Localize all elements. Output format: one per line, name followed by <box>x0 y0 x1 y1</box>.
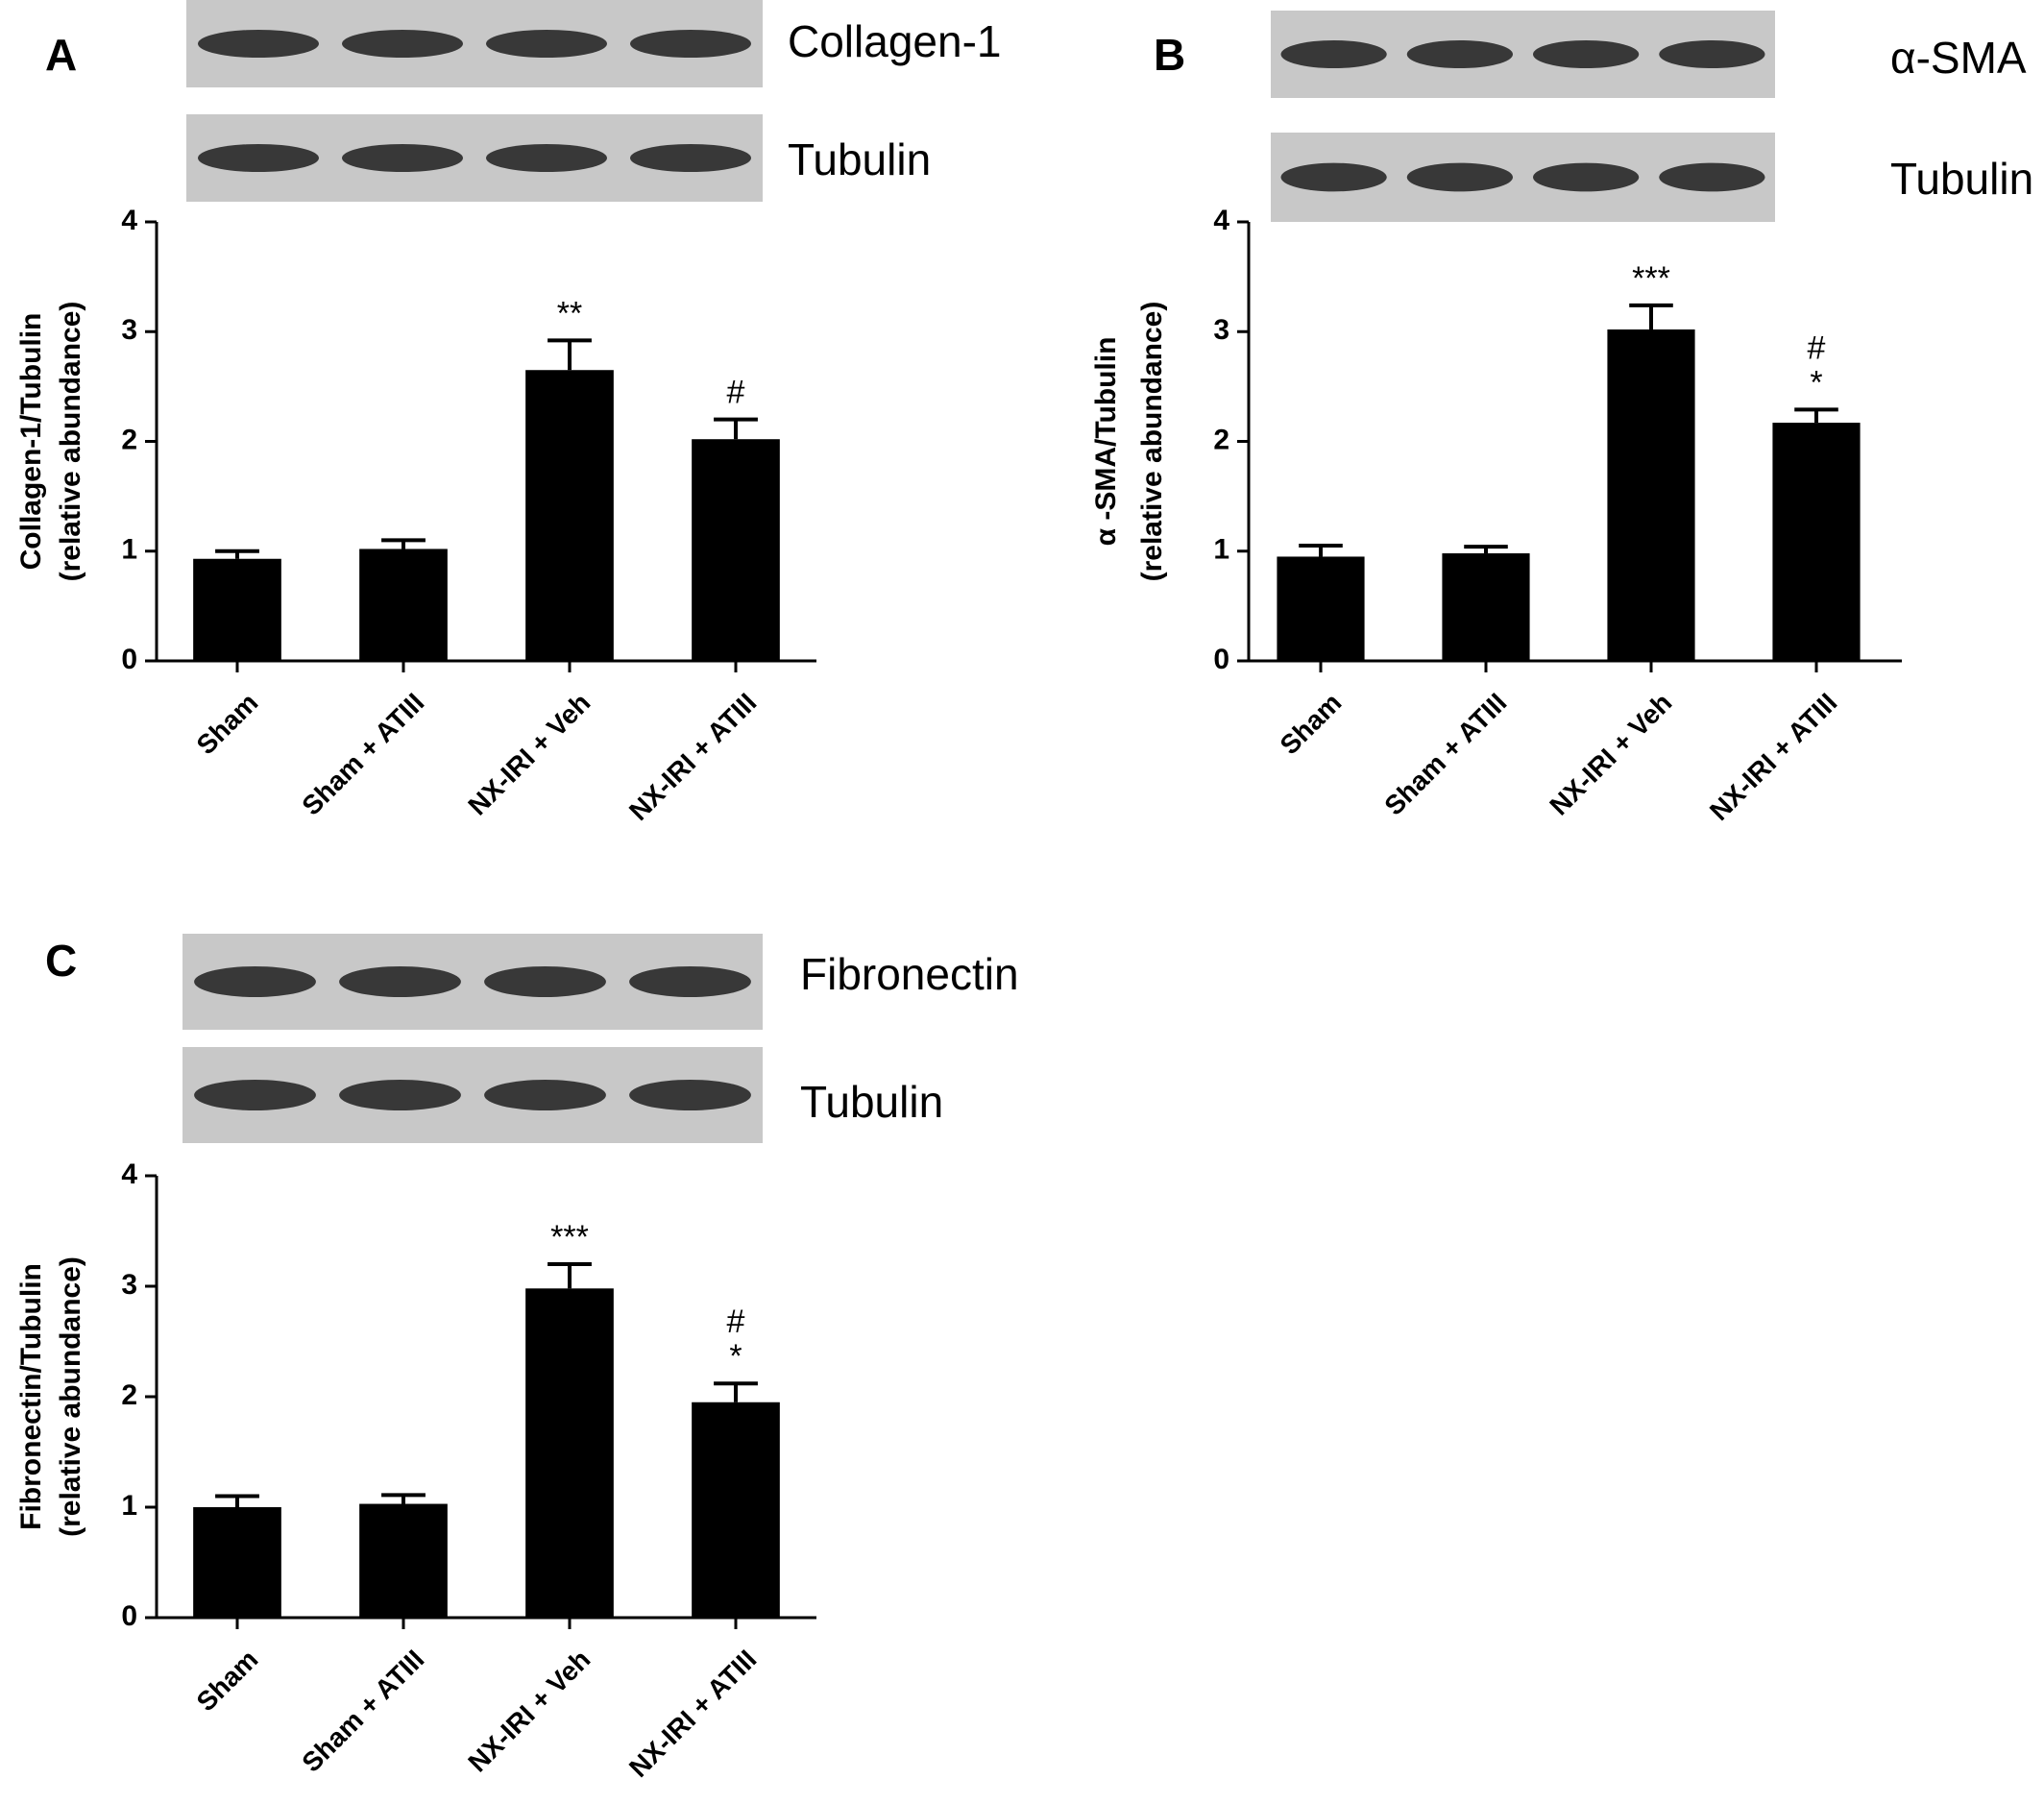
error-bar <box>1794 407 1838 424</box>
bar <box>359 1503 448 1618</box>
panel-label: B <box>1154 30 1185 80</box>
y-axis-label: Fibronectin/Tubulin <box>15 1263 47 1530</box>
bar <box>1442 553 1530 661</box>
blot-band <box>198 143 319 173</box>
blot-band <box>339 1080 461 1110</box>
significance-label: * <box>729 1338 742 1375</box>
x-tick-label: NX-IRI + Veh <box>462 688 596 821</box>
blot-label: Tubulin <box>1890 154 2033 204</box>
blot-band <box>1659 39 1765 69</box>
blot-band <box>486 29 607 59</box>
blot-band <box>630 143 751 173</box>
blot-label: α-SMA <box>1890 33 2027 83</box>
error-bar <box>714 417 758 440</box>
x-tick-label: Sham + ATIII <box>296 1645 429 1778</box>
y-axis-label: Collagen-1/Tubulin <box>15 313 47 571</box>
y-axis-label: (relative abundance) <box>1136 302 1168 582</box>
x-tick-label: NX-IRI + ATIII <box>1704 688 1843 827</box>
bar <box>1772 423 1861 661</box>
bar <box>359 549 448 661</box>
y-tick-label: 4 <box>121 205 137 236</box>
bar <box>525 370 614 661</box>
error-bar <box>548 338 592 371</box>
blot-band <box>342 29 463 59</box>
x-tick-label: Sham <box>1275 688 1348 761</box>
significance-label: ** <box>557 295 582 331</box>
error-bar <box>1464 545 1508 554</box>
significance-label: # <box>727 1304 745 1340</box>
y-axis-label: α -SMA/Tubulin <box>1090 337 1122 547</box>
y-axis-label: (relative abundance) <box>55 302 86 582</box>
bar <box>193 558 281 661</box>
blot-band <box>194 966 316 997</box>
significance-label: # <box>727 375 745 411</box>
error-bar <box>714 1381 758 1402</box>
blot-band <box>1280 39 1387 69</box>
x-tick-label: Sham <box>191 1645 264 1718</box>
bar <box>525 1288 614 1618</box>
x-tick-label: Sham <box>191 688 264 761</box>
blot-band <box>198 29 319 59</box>
y-tick-label: 1 <box>121 534 137 566</box>
blot-band <box>1406 162 1513 192</box>
blot-band <box>1406 39 1513 69</box>
y-tick-label: 0 <box>121 644 137 675</box>
y-tick-label: 2 <box>121 424 137 455</box>
bar <box>692 439 780 661</box>
blot-band <box>629 966 751 997</box>
y-tick-label: 1 <box>1213 534 1229 566</box>
blot-band <box>1533 162 1640 192</box>
y-tick-label: 3 <box>1213 314 1229 346</box>
blot-label: Fibronectin <box>800 949 1019 999</box>
blot-band <box>194 1080 316 1110</box>
blot-label: Collagen-1 <box>788 16 1001 66</box>
x-tick-label: NX-IRI + ATIII <box>623 688 763 827</box>
error-bar <box>381 1493 426 1504</box>
blot-band <box>484 966 606 997</box>
y-tick-label: 2 <box>1213 424 1229 455</box>
error-bar <box>215 1494 259 1507</box>
x-tick-label: Sham + ATIII <box>1378 688 1512 821</box>
significance-label: *** <box>550 1219 589 1255</box>
blot-band <box>1533 39 1640 69</box>
bar <box>1277 556 1365 661</box>
x-tick-label: NX-IRI + Veh <box>462 1645 596 1778</box>
blot-band <box>339 966 461 997</box>
y-tick-label: 1 <box>121 1490 137 1522</box>
y-tick-label: 4 <box>1213 205 1229 236</box>
y-tick-label: 4 <box>121 1158 137 1190</box>
x-tick-label: NX-IRI + ATIII <box>623 1645 763 1784</box>
blot-band <box>486 143 607 173</box>
panel-label: C <box>45 936 77 986</box>
blot-band <box>484 1080 606 1110</box>
panel-label: A <box>45 30 77 80</box>
y-tick-label: 0 <box>121 1600 137 1632</box>
x-tick-label: NX-IRI + Veh <box>1544 688 1677 821</box>
error-bar <box>1629 303 1673 329</box>
y-axis-label: (relative abundance) <box>55 1256 86 1537</box>
blot-label: Tubulin <box>788 134 931 184</box>
blot-band <box>629 1080 751 1110</box>
y-tick-label: 3 <box>121 1269 137 1301</box>
significance-label: # <box>1808 329 1826 366</box>
error-bar <box>548 1262 592 1289</box>
blot-band <box>342 143 463 173</box>
blot-band <box>1659 162 1765 192</box>
y-tick-label: 2 <box>121 1379 137 1411</box>
bar <box>692 1402 780 1618</box>
blot-label: Tubulin <box>800 1077 943 1127</box>
bar <box>193 1507 281 1618</box>
significance-label: *** <box>1632 260 1670 297</box>
error-bar <box>1299 544 1343 557</box>
error-bar <box>215 549 259 559</box>
significance-label: * <box>1810 364 1822 401</box>
x-tick-label: Sham + ATIII <box>296 688 429 821</box>
blot-band <box>1280 162 1387 192</box>
bar <box>1607 329 1695 661</box>
y-tick-label: 3 <box>121 314 137 346</box>
blot-band <box>630 29 751 59</box>
y-tick-label: 0 <box>1213 644 1229 675</box>
error-bar <box>381 538 426 549</box>
